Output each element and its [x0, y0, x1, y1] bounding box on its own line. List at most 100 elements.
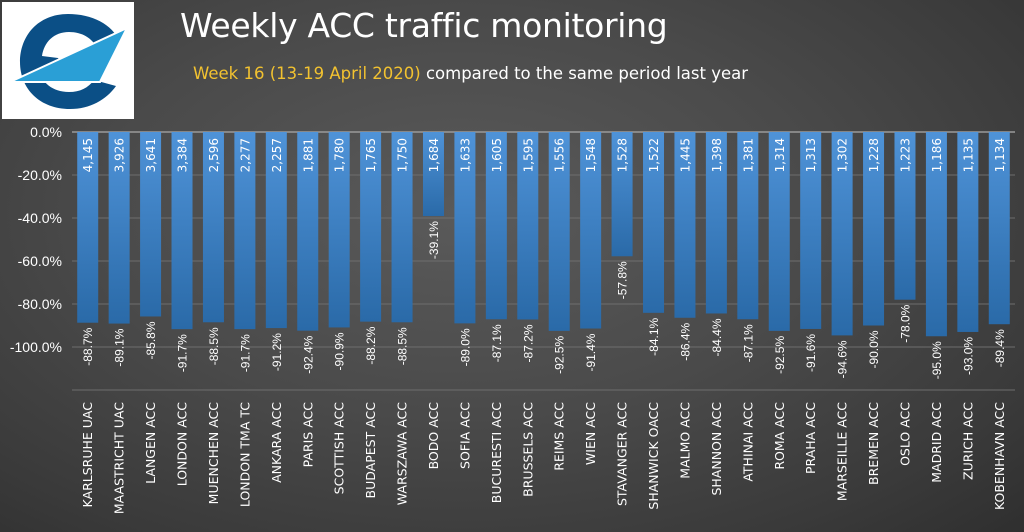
percent-label: -91.6%	[804, 334, 818, 372]
bar	[831, 132, 853, 336]
percent-label: -92.5%	[773, 336, 787, 374]
flights-label: 1,381	[741, 138, 755, 172]
percent-label: -87.1%	[741, 324, 755, 362]
bar	[108, 132, 130, 324]
bar	[705, 132, 727, 314]
category-label: KARLSRUHE UAC	[80, 402, 95, 508]
flights-label: 1,881	[301, 138, 315, 172]
flights-label: 1,186	[930, 138, 944, 172]
percent-label: -84.4%	[710, 318, 724, 356]
bar	[863, 132, 885, 326]
flights-label: 1,398	[710, 138, 724, 172]
bar	[360, 132, 382, 322]
category-label: STAVANGER ACC	[615, 402, 630, 506]
logo-icon	[9, 14, 130, 109]
percent-label: -84.1%	[647, 317, 661, 355]
bar	[234, 132, 256, 330]
flights-label: 1,605	[490, 138, 504, 172]
y-tick-label: -80.0%	[18, 296, 62, 312]
category-label: BODO ACC	[426, 402, 441, 470]
flights-label: 4,145	[81, 138, 95, 172]
percent-label: -92.5%	[553, 336, 567, 374]
flights-label: 3,926	[113, 138, 127, 172]
percent-label: -91.2%	[270, 333, 284, 371]
page-subtitle: Week 16 (13-19 April 2020) compared to t…	[193, 64, 748, 83]
bar	[643, 132, 665, 313]
percent-label: -91.7%	[238, 334, 252, 372]
percent-label: -89.4%	[993, 329, 1007, 367]
flights-label: 1,556	[553, 138, 567, 172]
y-tick-label: -100.0%	[10, 339, 62, 355]
flights-label: 2,277	[238, 138, 252, 172]
percent-label: -89.1%	[113, 328, 127, 366]
flights-label: 1,135	[961, 138, 975, 172]
bar	[957, 132, 979, 332]
bar	[391, 132, 413, 323]
bar	[328, 132, 350, 328]
percent-label: -90.0%	[867, 330, 881, 368]
flights-label: 1,595	[521, 138, 535, 172]
flights-label: 2,596	[207, 138, 221, 172]
bar	[768, 132, 790, 331]
category-label: PARIS ACC	[300, 402, 315, 468]
percent-label: -89.0%	[458, 328, 472, 366]
bar	[611, 132, 633, 257]
flights-label: 1,750	[396, 138, 410, 172]
eurocontrol-logo	[2, 2, 134, 119]
bar	[894, 132, 916, 300]
flights-label: 1,684	[427, 138, 441, 172]
flights-label: 2,257	[270, 138, 284, 172]
page-title: Weekly ACC traffic monitoring	[180, 6, 668, 45]
percent-label: -90.9%	[333, 332, 347, 370]
category-label: ROMA ACC	[772, 402, 787, 470]
bars: 4,145 -88.7% 3,926 -89.1% 3,641 -85.8% 3,384 -9…	[77, 132, 1010, 379]
percent-label: -93.0%	[961, 337, 975, 375]
percent-label: -94.6%	[836, 340, 850, 378]
y-tick-label: -20.0%	[18, 167, 62, 183]
flights-label: 1,313	[804, 138, 818, 172]
flights-label: 1,223	[898, 138, 912, 172]
percent-label: -88.5%	[207, 327, 221, 365]
bar	[925, 132, 947, 337]
flights-label: 1,528	[616, 138, 630, 172]
subtitle-highlight: Week 16 (13-19 April 2020)	[193, 64, 421, 83]
category-label: BUDAPEST ACC	[363, 402, 378, 499]
percent-label: -87.2%	[521, 324, 535, 362]
category-label: SHANWICK OACC	[646, 402, 661, 510]
category-label: REIMS ACC	[552, 402, 567, 471]
y-axis: 0.0% -20.0% -40.0% -60.0% -80.0% -100.0%	[10, 124, 62, 355]
category-label: ANKARA ACC	[269, 402, 284, 483]
percent-label: -57.8%	[616, 261, 630, 299]
bar	[454, 132, 476, 324]
percent-label: -95.0%	[930, 341, 944, 379]
bar	[800, 132, 822, 329]
flights-label: 1,228	[867, 138, 881, 172]
category-label: SCOTTISH ACC	[332, 402, 347, 495]
category-label: ATHINAI ACC	[740, 402, 755, 482]
category-label: BUCURESTI ACC	[489, 402, 504, 503]
bar	[202, 132, 224, 323]
y-tick-label: 0.0%	[30, 124, 62, 140]
bar	[77, 132, 99, 323]
flights-label: 1,780	[333, 138, 347, 172]
percent-label: -87.1%	[490, 324, 504, 362]
percent-label: -88.7%	[81, 327, 95, 365]
flights-label: 1,548	[584, 138, 598, 172]
bar	[171, 132, 193, 330]
bar	[297, 132, 319, 331]
category-label: KOBENHAVN ACC	[992, 402, 1007, 510]
bar	[674, 132, 696, 318]
category-label: SOFIA ACC	[457, 402, 472, 469]
category-label: OSLO ACC	[897, 402, 912, 466]
percent-label: -91.7%	[176, 334, 190, 372]
flights-label: 1,633	[458, 138, 472, 172]
percent-label: -85.8%	[144, 321, 158, 359]
bar	[517, 132, 539, 320]
flights-label: 3,384	[176, 138, 190, 172]
flights-label: 3,641	[144, 138, 158, 172]
category-label: MALMO ACC	[677, 402, 692, 479]
category-label: LONDON TMA TC	[237, 402, 252, 507]
percent-label: -88.2%	[364, 326, 378, 364]
category-label: ZURICH ACC	[960, 402, 975, 480]
percent-label: -92.4%	[301, 335, 315, 373]
